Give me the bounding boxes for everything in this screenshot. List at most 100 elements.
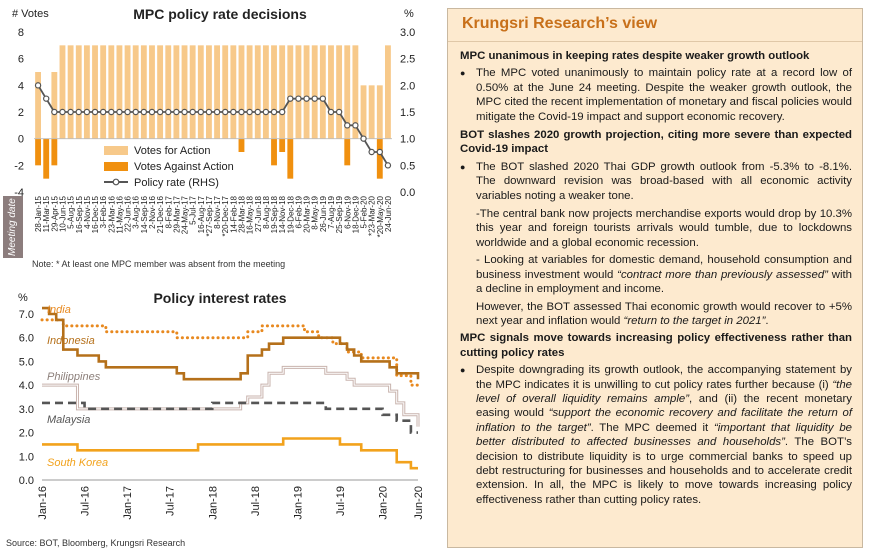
sub-domestic-demand-text: - Looking at variables for domestic dema… [476,254,852,281]
chart1-x-tick: 8-Aug-18 [262,195,271,228]
votes-for-bar [59,45,66,139]
votes-for-bar [385,45,391,139]
chart1-x-tick: 6-Feb-19 [294,195,303,228]
research-view-panel: Krungsri Research’s view MPC unanimous i… [447,8,863,548]
chart1-x-tick: 7-Aug-19 [327,195,336,228]
policy-rate-point [59,108,66,116]
policy-rate-point [384,162,392,169]
bullet3-text-1: Despite downgrading its growth outlook, … [476,364,852,391]
chart1-x-tick: 8-Feb-17 [164,195,173,228]
votes-for-bar [75,45,82,139]
chart1-x-tick: 28-Jan-15 [34,195,43,232]
sub-recovery-tail: . [765,314,769,327]
indonesia-label: Indonesia [47,335,95,347]
votes-against-bar [35,138,41,166]
chart1-x-tick: 6-Nov-19 [343,195,352,228]
india-line [40,318,420,387]
chart1-x-tick: *20-Dec-17 [221,195,230,236]
legend-policy-rate: Policy rate (RHS) [134,177,219,189]
votes-for-bar [124,45,131,139]
chart1-x-tick: 21-Dec-16 [156,195,165,233]
policy-rate-point [319,95,327,102]
votes-for-bar [149,45,155,139]
votes-against-bar [238,138,245,152]
votes-for-bar [287,45,294,139]
chart1-x-tick: 14-Nov-18 [278,195,287,233]
votes-for-bar [222,45,229,139]
chart1-x-tick: 24-Jun-20 [384,195,393,232]
heading-policy-effectiveness: MPC signals move towards increasing poli… [460,332,852,359]
chart2-y-tick: 0.0 [19,475,34,487]
votes-against-bar [287,138,294,179]
chart2-x-tick: Jul-18 [250,486,262,516]
chart1-x-tick: 3-Aug-16 [132,195,141,228]
policy-rate-point [189,108,196,116]
policy-rate-point [344,122,351,129]
votes-for-bar [336,45,343,139]
votes-for-bar [108,45,115,139]
bullet3-text-2: , and (ii) the recent monetary easing wo… [476,392,852,420]
policy-rate-point [197,108,204,116]
meeting-date-label: Meeting date [3,196,23,258]
policy-rate-point [34,82,42,89]
votes-for-bar [352,45,359,139]
policy-rate-point [108,108,115,116]
votes-for-bar [279,45,286,139]
chart1-x-tick: 5-Feb-20 [360,195,369,228]
votes-for-bar [67,45,74,139]
votes-for-bar [254,45,261,139]
chart2-x-tick: Jul-19 [335,486,347,516]
chart2-x-tick: Jan-16 [37,486,49,520]
votes-for-bar [132,45,139,139]
chart1-x-tick: 4-Nov-15 [83,195,92,228]
legend-votes-against: Votes Against Action [134,161,234,173]
chart1-x-tick: 24-May-17 [181,195,190,234]
votes-for-bar [92,45,98,139]
votes-for-bar [100,45,107,139]
chart1-x-tick: 11-Mar-15 [42,195,51,232]
chart1-x-tick: 23-Mar-16 [107,195,116,232]
legend-votes-for: Votes for Action [134,145,210,157]
quote-return-target: “return to the target in 2021” [623,314,766,327]
votes-against-bar [43,138,50,179]
legend-marker-policy-rate [112,178,120,186]
policy-rate-point [303,95,310,102]
quote-liquidity-distributed: “important that liquidity be better dist… [476,421,852,449]
votes-for-bar [83,45,90,139]
bullet3-text-3: . The MPC deemed it [590,421,714,434]
chart1-x-tick: 14-Feb-18 [229,195,238,232]
chart1-right-tick: 1.0 [400,134,415,146]
chart1-x-tick: 27-Jun-18 [254,195,263,232]
chart1-left-tick: 4 [18,80,24,92]
chart2-y-tick: 2.0 [19,428,34,440]
policy-rate-point [327,108,335,116]
chart1-x-tick: 28-Mar-18 [237,195,246,232]
chart2-x-tick: Jul-17 [165,486,177,516]
votes-against-bar [271,138,277,166]
chart1-x-tick: 16-May-18 [246,195,255,234]
votes-for-bar [303,45,310,139]
panel-body: MPC unanimous in keeping rates despite w… [460,49,852,511]
votes-for-bar [295,45,302,139]
votes-for-bar [368,85,375,139]
policy-rate-point [156,108,164,116]
chart1-left-tick: 8 [18,27,24,39]
chart1-left-tick: -4 [14,187,24,199]
chart2-axis-label: % [18,292,28,304]
votes-for-bar [319,45,326,139]
votes-against-bar [376,138,383,179]
chart2-x-tick: Jan-18 [207,486,219,520]
votes-for-bar [197,45,204,139]
votes-for-bar [360,85,367,139]
policy-rate-point [360,135,367,142]
chart1-x-tick: 5-Jul-17 [189,195,198,224]
south-korea-label: South Korea [47,457,108,469]
chart2-x-tick: Jan-20 [378,486,390,520]
policy-rate-point [83,108,91,116]
sub-exports: -The central bank now projects merchandi… [476,208,852,249]
chart1-right-tick: 1.5 [400,107,415,119]
votes-for-bar [238,45,245,139]
policy-rate-point [352,122,359,129]
policy-rate-point [75,108,82,116]
